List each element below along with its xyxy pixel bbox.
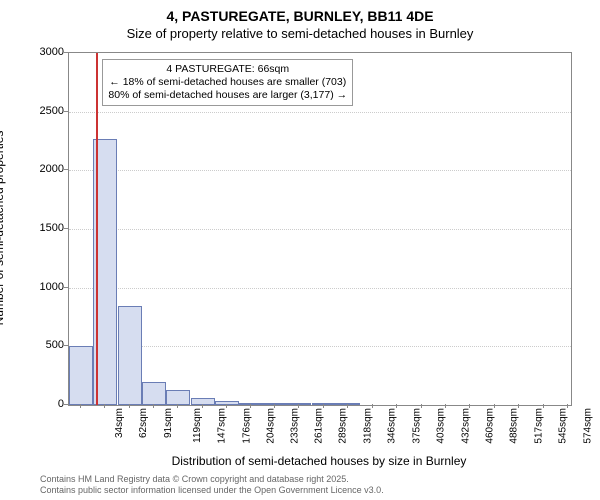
footer: Contains HM Land Registry data © Crown c…	[40, 474, 384, 496]
x-tick-mark	[80, 404, 81, 408]
footer-line2: Contains public sector information licen…	[40, 485, 384, 496]
x-tick-label: 289sqm	[338, 408, 349, 444]
x-tick-mark	[274, 404, 275, 408]
gridline	[69, 288, 571, 289]
x-tick-label: 261sqm	[314, 408, 325, 444]
bar	[191, 398, 215, 405]
gridline	[69, 112, 571, 113]
gridline	[69, 170, 571, 171]
gridline	[69, 229, 571, 230]
x-tick-label: 34sqm	[114, 408, 125, 438]
x-tick-mark	[494, 404, 495, 408]
x-tick-mark	[323, 404, 324, 408]
x-tick-mark	[396, 404, 397, 408]
chart-title-line1: 4, PASTUREGATE, BURNLEY, BB11 4DE	[0, 0, 600, 24]
x-tick-label: 574sqm	[582, 408, 593, 444]
bar	[239, 403, 263, 405]
x-tick-label: 204sqm	[265, 408, 276, 444]
plot-area: 4 PASTUREGATE: 66sqm ← 18% of semi-detac…	[68, 52, 572, 406]
gridline	[69, 346, 571, 347]
x-tick-label: 375sqm	[412, 408, 423, 444]
y-tick-label: 500	[24, 339, 64, 351]
y-tick-label: 1000	[24, 281, 64, 293]
bar	[215, 401, 239, 405]
x-tick-label: 346sqm	[387, 408, 398, 444]
y-tick-label: 0	[24, 398, 64, 410]
x-tick-mark	[372, 404, 373, 408]
y-axis-label: Number of semi-detached properties	[0, 52, 12, 404]
x-tick-label: 176sqm	[241, 408, 252, 444]
x-tick-mark	[153, 404, 154, 408]
bar	[166, 390, 190, 405]
bar	[142, 382, 166, 405]
x-tick-label: 91sqm	[163, 408, 174, 438]
x-tick-mark	[226, 404, 227, 408]
x-tick-mark	[104, 404, 105, 408]
marker-line	[96, 53, 98, 405]
bar	[69, 346, 93, 405]
x-tick-label: 119sqm	[192, 408, 203, 443]
x-tick-mark	[129, 404, 130, 408]
x-tick-label: 318sqm	[363, 408, 374, 444]
x-tick-mark	[177, 404, 178, 408]
y-tick-label: 1500	[24, 222, 64, 234]
y-tick-label: 2500	[24, 105, 64, 117]
x-tick-label: 545sqm	[557, 408, 568, 444]
annotation-box: 4 PASTUREGATE: 66sqm ← 18% of semi-detac…	[102, 59, 353, 106]
x-tick-mark	[518, 404, 519, 408]
x-tick-mark	[298, 404, 299, 408]
chart-container: 4, PASTUREGATE, BURNLEY, BB11 4DE Size o…	[0, 0, 600, 500]
x-tick-label: 460sqm	[485, 408, 496, 444]
x-tick-label: 147sqm	[216, 408, 227, 444]
x-tick-mark	[567, 404, 568, 408]
x-tick-label: 62sqm	[138, 408, 149, 438]
x-tick-mark	[543, 404, 544, 408]
y-tick-label: 3000	[24, 46, 64, 58]
x-tick-label: 432sqm	[461, 408, 472, 444]
x-tick-mark	[445, 404, 446, 408]
annotation-line2: ← 18% of semi-detached houses are smalle…	[108, 76, 347, 89]
x-axis-label: Distribution of semi-detached houses by …	[68, 454, 570, 468]
footer-line1: Contains HM Land Registry data © Crown c…	[40, 474, 384, 485]
x-tick-mark	[347, 404, 348, 408]
x-tick-mark	[202, 404, 203, 408]
x-tick-label: 233sqm	[290, 408, 301, 444]
bar	[118, 306, 142, 405]
x-tick-label: 403sqm	[436, 408, 447, 444]
x-tick-label: 517sqm	[533, 408, 544, 444]
x-tick-mark	[421, 404, 422, 408]
x-tick-label: 488sqm	[508, 408, 519, 444]
annotation-line1: 4 PASTUREGATE: 66sqm	[108, 63, 347, 76]
y-tick-label: 2000	[24, 163, 64, 175]
x-tick-mark	[250, 404, 251, 408]
annotation-line3: 80% of semi-detached houses are larger (…	[108, 89, 347, 102]
chart-title-line2: Size of property relative to semi-detach…	[0, 24, 600, 41]
x-tick-mark	[469, 404, 470, 408]
